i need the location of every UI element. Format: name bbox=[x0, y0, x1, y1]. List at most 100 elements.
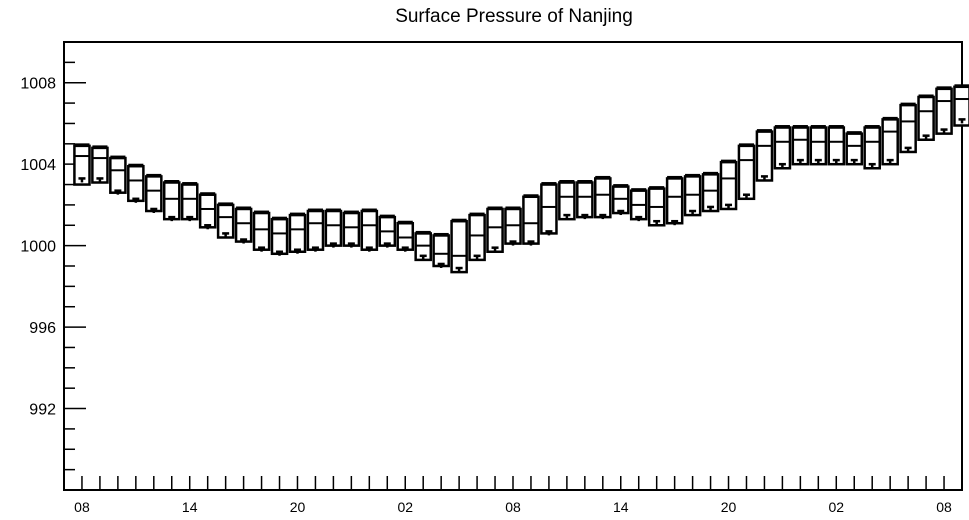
box-34 bbox=[683, 173, 702, 217]
box-rect bbox=[665, 177, 684, 225]
box-9 bbox=[234, 206, 253, 244]
box-47 bbox=[917, 94, 935, 141]
box-rect bbox=[576, 181, 594, 219]
box-rect bbox=[252, 211, 271, 251]
box-rect bbox=[180, 183, 199, 221]
box-24 bbox=[504, 206, 522, 246]
box-rect bbox=[270, 217, 289, 256]
box-35 bbox=[701, 171, 720, 213]
box-43 bbox=[845, 131, 864, 166]
box-33 bbox=[665, 175, 684, 226]
box-rect bbox=[468, 213, 486, 262]
box-20 bbox=[432, 232, 450, 268]
box-rect bbox=[109, 156, 127, 194]
y-axis: 992 996 1000 1004 1008 bbox=[20, 61, 86, 471]
box-31 bbox=[629, 188, 648, 222]
box-28 bbox=[576, 180, 594, 220]
box-48 bbox=[935, 86, 953, 135]
box-rect bbox=[701, 173, 720, 213]
box-41 bbox=[809, 125, 828, 166]
box-rect bbox=[288, 213, 307, 253]
box-rect bbox=[845, 132, 864, 166]
box-45 bbox=[881, 116, 899, 166]
box-11 bbox=[270, 216, 289, 256]
box-rect bbox=[917, 95, 935, 141]
box-rect bbox=[611, 185, 630, 215]
x-tick-label: 08 bbox=[936, 499, 952, 515]
box-rect bbox=[162, 181, 181, 221]
box-rect bbox=[145, 175, 163, 213]
box-30 bbox=[611, 184, 630, 216]
x-tick-label: 20 bbox=[721, 499, 737, 515]
box-27 bbox=[558, 180, 576, 221]
box-46 bbox=[899, 102, 917, 154]
box-0 bbox=[73, 143, 91, 186]
box-8 bbox=[216, 202, 235, 239]
box-4 bbox=[145, 173, 163, 213]
plot-frame bbox=[63, 41, 963, 491]
y-tick-label: 996 bbox=[29, 320, 56, 337]
box-rect bbox=[216, 203, 235, 239]
y-tick-label: 1000 bbox=[20, 239, 56, 256]
box-rect bbox=[755, 130, 774, 182]
box-37 bbox=[737, 143, 756, 201]
box-rect bbox=[91, 146, 109, 184]
box-40 bbox=[791, 125, 810, 166]
x-axis: 08 14 20 02 08 14 20 02 08 bbox=[74, 476, 952, 515]
box-rect bbox=[935, 87, 953, 135]
box-49 bbox=[953, 84, 969, 127]
box-rect bbox=[486, 207, 504, 253]
box-42 bbox=[827, 125, 846, 166]
box-rect bbox=[234, 207, 253, 243]
box-rect bbox=[683, 175, 702, 217]
box-rect bbox=[127, 164, 145, 203]
x-tick-label: 20 bbox=[290, 499, 306, 515]
box-series bbox=[73, 84, 969, 274]
box-rect bbox=[737, 144, 756, 201]
box-23 bbox=[486, 206, 504, 253]
box-rect bbox=[773, 126, 792, 170]
box-rect bbox=[719, 160, 738, 211]
box-29 bbox=[594, 175, 612, 220]
box-rect bbox=[881, 118, 899, 166]
box-36 bbox=[719, 159, 738, 211]
box-rect bbox=[953, 85, 969, 127]
box-2 bbox=[109, 155, 127, 195]
x-tick-label: 14 bbox=[613, 499, 629, 515]
x-tick-label: 02 bbox=[397, 499, 413, 515]
box-rect bbox=[863, 126, 881, 170]
box-32 bbox=[647, 186, 666, 227]
box-rect bbox=[396, 221, 415, 251]
box-rect bbox=[827, 126, 846, 166]
box-rect bbox=[414, 232, 432, 262]
box-3 bbox=[127, 163, 145, 203]
box-15 bbox=[342, 210, 361, 248]
y-tick-label: 992 bbox=[29, 402, 56, 419]
box-1 bbox=[91, 145, 109, 184]
box-39 bbox=[773, 125, 792, 170]
x-tick-label: 08 bbox=[505, 499, 521, 515]
box-rect bbox=[342, 211, 361, 247]
chart-title: Surface Pressure of Nanjing bbox=[395, 6, 633, 27]
box-10 bbox=[252, 210, 271, 252]
box-14 bbox=[324, 208, 343, 248]
box-13 bbox=[306, 208, 325, 252]
y-tick-label: 1008 bbox=[20, 76, 56, 93]
box-21 bbox=[450, 218, 468, 274]
box-12 bbox=[288, 212, 307, 254]
box-19 bbox=[414, 230, 432, 262]
box-rect bbox=[809, 126, 828, 166]
box-5 bbox=[162, 180, 181, 222]
box-rect bbox=[198, 193, 217, 229]
box-rect bbox=[360, 209, 379, 251]
box-17 bbox=[378, 214, 397, 248]
box-rect bbox=[432, 234, 450, 268]
x-tick-label: 14 bbox=[182, 499, 198, 515]
x-tick-label: 02 bbox=[828, 499, 844, 515]
box-rect bbox=[450, 219, 468, 274]
box-rect bbox=[899, 103, 917, 154]
x-tick-label: 08 bbox=[74, 499, 90, 515]
box-rect bbox=[306, 209, 325, 251]
box-rect bbox=[504, 207, 522, 245]
